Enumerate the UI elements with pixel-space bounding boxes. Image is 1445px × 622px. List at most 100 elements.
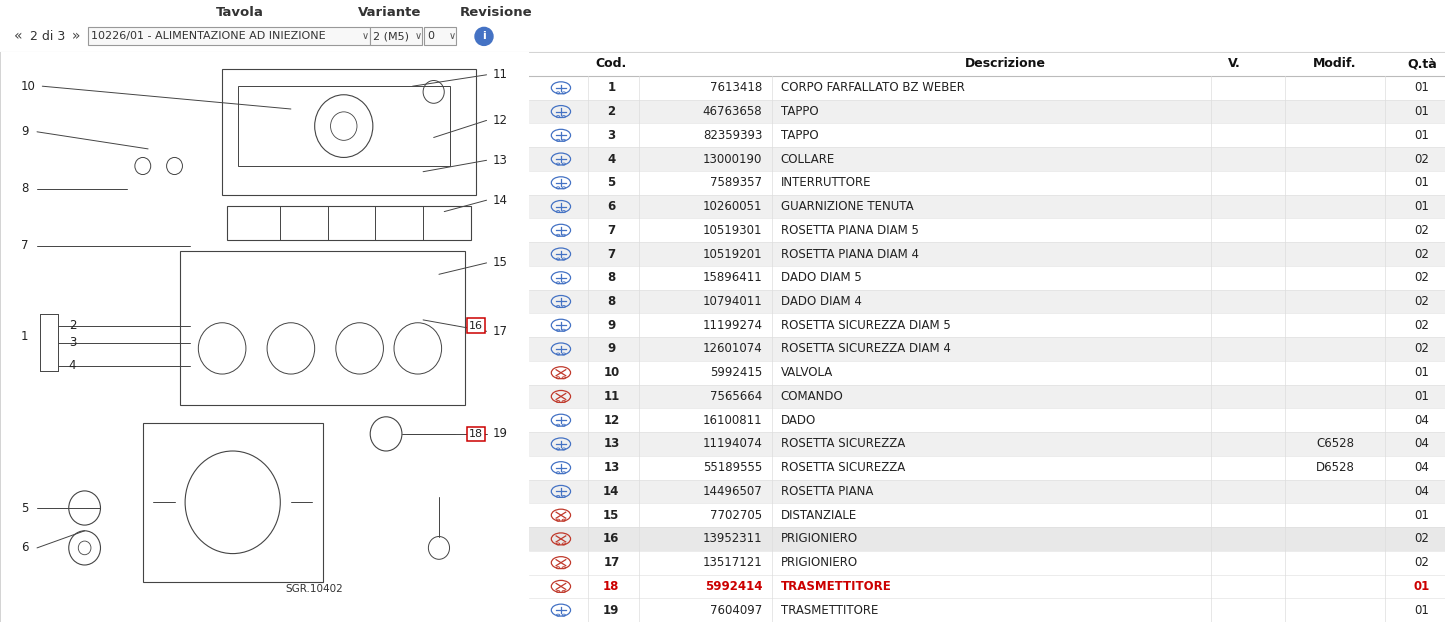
Text: ROSETTA SICUREZZA: ROSETTA SICUREZZA [780, 437, 905, 450]
Text: 18: 18 [603, 580, 620, 593]
Text: Revisione: Revisione [460, 6, 533, 19]
Text: DADO DIAM 4: DADO DIAM 4 [780, 295, 861, 308]
Text: 8: 8 [22, 182, 29, 195]
Text: 02: 02 [1415, 556, 1429, 569]
Bar [529, 123, 1445, 147]
Bar [529, 313, 1445, 337]
Bar [529, 195, 1445, 218]
Text: «: « [14, 29, 23, 44]
Text: ROSETTA SICUREZZA: ROSETTA SICUREZZA [780, 461, 905, 474]
Text: 02: 02 [1415, 248, 1429, 261]
Text: 12: 12 [493, 114, 507, 127]
Text: ∨: ∨ [361, 31, 368, 42]
Text: 10519301: 10519301 [702, 224, 763, 237]
Text: 02: 02 [1415, 532, 1429, 545]
Text: 2: 2 [69, 319, 77, 332]
Text: 9: 9 [607, 343, 616, 355]
Bar [143, 422, 322, 582]
Bar [529, 76, 1445, 100]
Bar [529, 408, 1445, 432]
Text: DADO: DADO [780, 414, 816, 427]
Bar [223, 69, 475, 195]
Text: 11199274: 11199274 [702, 318, 763, 332]
Text: 11194074: 11194074 [702, 437, 763, 450]
Text: 11: 11 [603, 390, 620, 403]
Text: TAPPO: TAPPO [780, 105, 818, 118]
Text: 01: 01 [1415, 509, 1429, 522]
Text: 2 di 3: 2 di 3 [30, 30, 65, 43]
Bar [529, 575, 1445, 598]
Text: 10: 10 [22, 80, 36, 93]
Text: 7702705: 7702705 [711, 509, 763, 522]
Text: 3: 3 [69, 337, 77, 349]
Text: 01: 01 [1415, 603, 1429, 616]
Text: 7565664: 7565664 [711, 390, 763, 403]
Text: 02: 02 [1415, 152, 1429, 165]
Text: 14496507: 14496507 [702, 485, 763, 498]
Bar [238, 86, 449, 166]
Text: Modif.: Modif. [1314, 57, 1357, 70]
Text: Q.tà: Q.tà [1407, 57, 1436, 70]
Text: 13952311: 13952311 [702, 532, 763, 545]
Text: 2: 2 [607, 105, 616, 118]
Text: 17: 17 [493, 325, 507, 338]
Text: V.: V. [1228, 57, 1241, 70]
Text: 5: 5 [22, 501, 29, 514]
Text: 02: 02 [1415, 271, 1429, 284]
Bar [529, 480, 1445, 503]
Text: 8: 8 [607, 271, 616, 284]
Text: 5: 5 [607, 176, 616, 189]
FancyBboxPatch shape [88, 27, 370, 45]
Text: 5992414: 5992414 [705, 580, 763, 593]
Bar [529, 432, 1445, 456]
Bar [529, 242, 1445, 266]
Text: 04: 04 [1415, 414, 1429, 427]
Text: 82359393: 82359393 [704, 129, 763, 142]
Text: 1: 1 [22, 330, 29, 343]
Text: 55189555: 55189555 [704, 461, 763, 474]
Text: 04: 04 [1415, 461, 1429, 474]
Text: 7: 7 [607, 248, 616, 261]
Text: 4: 4 [607, 152, 616, 165]
Text: 6: 6 [607, 200, 616, 213]
Text: Variante: Variante [358, 6, 422, 19]
Text: C6528: C6528 [1316, 437, 1354, 450]
Text: DISTANZIALE: DISTANZIALE [780, 509, 857, 522]
Text: 13: 13 [493, 154, 507, 167]
Text: 02: 02 [1415, 343, 1429, 355]
Bar [529, 218, 1445, 242]
Text: 11: 11 [493, 68, 507, 81]
Text: COLLARE: COLLARE [780, 152, 835, 165]
Text: 12601074: 12601074 [702, 343, 763, 355]
Text: TRASMETTITORE: TRASMETTITORE [780, 603, 879, 616]
Text: 7613418: 7613418 [711, 81, 763, 95]
Text: 5992415: 5992415 [711, 366, 763, 379]
Text: 19: 19 [493, 427, 507, 440]
Text: Descrizione: Descrizione [965, 57, 1046, 70]
Bar [179, 251, 465, 406]
Text: 04: 04 [1415, 485, 1429, 498]
Text: 4: 4 [69, 359, 77, 372]
Text: 7589357: 7589357 [711, 176, 763, 189]
Text: 7: 7 [22, 239, 29, 253]
Text: 01: 01 [1415, 176, 1429, 189]
Text: ∨: ∨ [448, 31, 455, 42]
Text: »: » [72, 29, 81, 44]
FancyBboxPatch shape [423, 27, 457, 45]
Text: 7: 7 [607, 224, 616, 237]
Bar [529, 527, 1445, 550]
Text: 01: 01 [1415, 81, 1429, 95]
Text: 12: 12 [603, 414, 620, 427]
Text: 02: 02 [1415, 318, 1429, 332]
Text: ROSETTA PIANA DIAM 4: ROSETTA PIANA DIAM 4 [780, 248, 919, 261]
Bar [529, 171, 1445, 195]
Text: CORPO FARFALLATO BZ WEBER: CORPO FARFALLATO BZ WEBER [780, 81, 965, 95]
FancyBboxPatch shape [370, 27, 422, 45]
Text: 19: 19 [603, 603, 620, 616]
Bar [529, 598, 1445, 622]
Bar [529, 550, 1445, 575]
Text: 13: 13 [603, 437, 620, 450]
Text: 02: 02 [1415, 295, 1429, 308]
Text: D6528: D6528 [1315, 461, 1354, 474]
Text: 15896411: 15896411 [702, 271, 763, 284]
